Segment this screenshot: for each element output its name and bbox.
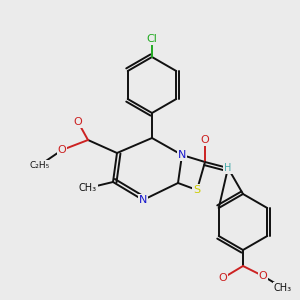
Text: O: O — [201, 135, 209, 145]
Text: O: O — [219, 273, 227, 283]
Text: H: H — [224, 163, 232, 173]
Text: N: N — [139, 195, 147, 205]
Text: Cl: Cl — [147, 34, 158, 44]
Text: O: O — [58, 145, 66, 155]
Text: O: O — [74, 117, 82, 127]
Text: CH₃: CH₃ — [274, 283, 292, 293]
Text: C₂H₅: C₂H₅ — [30, 160, 50, 169]
Text: S: S — [194, 185, 201, 195]
Text: CH₃: CH₃ — [79, 183, 97, 193]
Text: O: O — [259, 271, 267, 281]
Text: N: N — [178, 150, 186, 160]
